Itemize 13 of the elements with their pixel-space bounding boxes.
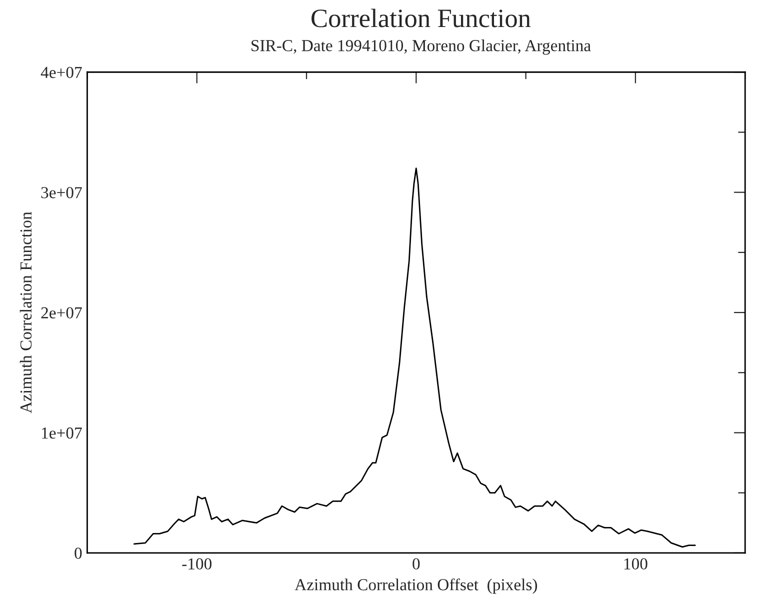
x-tick-label: 100	[624, 558, 648, 570]
y-axis-title: Azimuth Correlation Function	[20, 212, 32, 414]
line-series	[133, 168, 696, 548]
chart-title: Correlation Function	[312, 8, 531, 28]
x-tick-label: -100	[182, 558, 212, 570]
chart-subtitle: SIR-C, Date 19941010, Moreno Glacier, Argentina	[252, 40, 591, 55]
x-axis-title: Azimuth Correlation Offset (pixels)	[294, 578, 538, 594]
y-tick-label: 0	[74, 548, 82, 559]
y-tick-label: 4e+07	[40, 66, 82, 78]
x-tick-label: 0	[412, 558, 420, 570]
y-tick-label: 2e+07	[41, 307, 82, 318]
y-tick-label: 3e+07	[41, 187, 82, 198]
y-tick-label: 1e+07	[42, 427, 82, 439]
